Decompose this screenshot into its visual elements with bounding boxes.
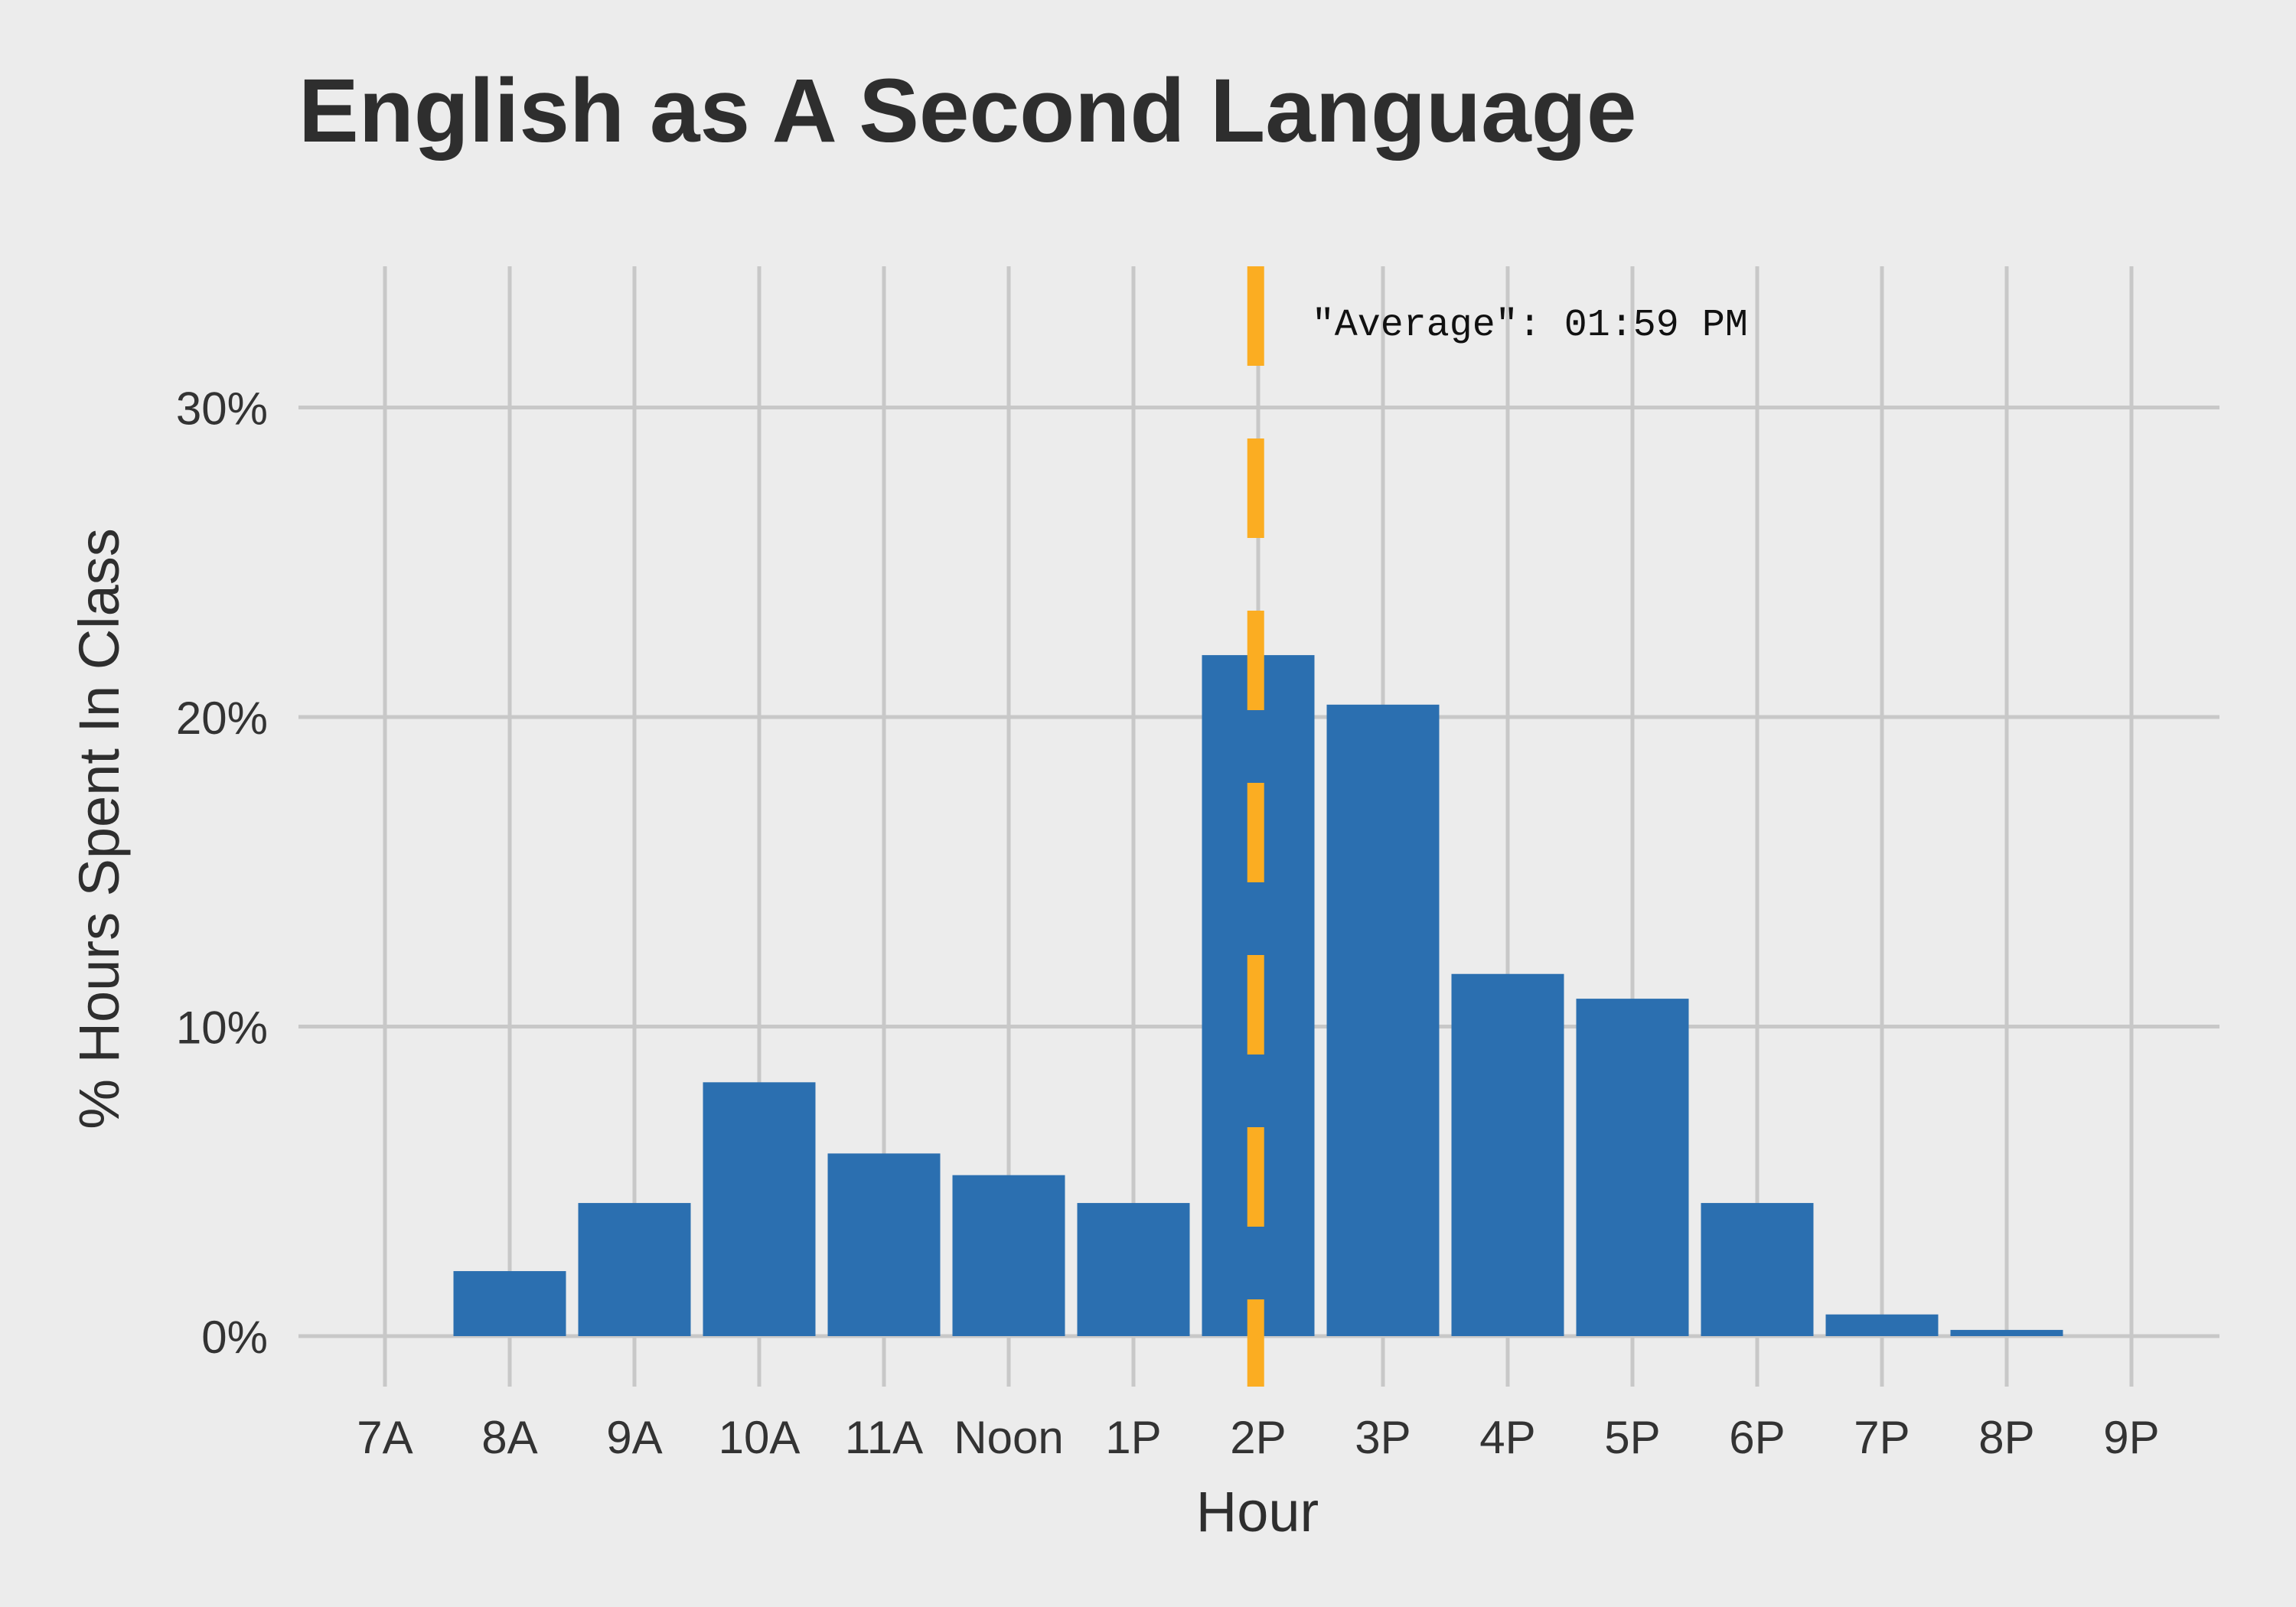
x-tick-label: Noon: [954, 1412, 1063, 1463]
bar-8p: [1950, 1329, 2063, 1336]
bar-7p: [1825, 1314, 1939, 1336]
y-tick-label: 0%: [201, 1312, 268, 1363]
y-tick-label: 10%: [176, 1002, 268, 1054]
x-tick-label: 8A: [481, 1412, 537, 1463]
x-tick-label: 6P: [1729, 1412, 1785, 1463]
x-tick-label: 5P: [1604, 1412, 1660, 1463]
x-tick-label: 3P: [1355, 1412, 1411, 1463]
average-label: "Average": 01:59 PM: [1312, 304, 1748, 347]
y-tick-labels: 0% 10% 20% 30%: [176, 383, 268, 1364]
bar-6p: [1701, 1203, 1814, 1336]
x-tick-label: 9A: [606, 1412, 662, 1463]
bar-10a: [703, 1082, 816, 1336]
x-tick-label: 4P: [1479, 1412, 1535, 1463]
bar-5p: [1576, 999, 1689, 1336]
x-tick-label: 8P: [1978, 1412, 2034, 1463]
x-tick-label: 2P: [1230, 1412, 1286, 1463]
y-axis-title: % Hours Spent In Class: [67, 528, 131, 1129]
bar-noon: [952, 1175, 1065, 1336]
average-line-group: "Average": 01:59 PM: [1247, 266, 1748, 1387]
chart-title: English as A Second Language: [298, 60, 1636, 161]
x-tick-label: 11A: [845, 1412, 923, 1463]
bar-3p: [1326, 704, 1440, 1336]
x-tick-label: 9P: [2103, 1412, 2159, 1463]
y-tick-label: 30%: [176, 383, 268, 435]
x-axis-title: Hour: [1196, 1480, 1319, 1543]
bar-8a: [453, 1271, 566, 1336]
x-tick-labels: 7A 8A 9A 10A 11A Noon 1P 2P 3P 4P 5P 6P 7P 8P 9P: [357, 1412, 2159, 1463]
bar-4p: [1451, 973, 1564, 1336]
x-tick-label: 1P: [1105, 1412, 1161, 1463]
bar-11a: [827, 1153, 941, 1336]
y-tick-label: 20%: [176, 693, 268, 744]
bar-1p: [1077, 1203, 1190, 1336]
bar-9a: [578, 1203, 691, 1336]
x-tick-label: 10A: [719, 1412, 801, 1463]
x-tick-label: 7P: [1854, 1412, 1910, 1463]
x-tick-label: 7A: [357, 1412, 413, 1463]
